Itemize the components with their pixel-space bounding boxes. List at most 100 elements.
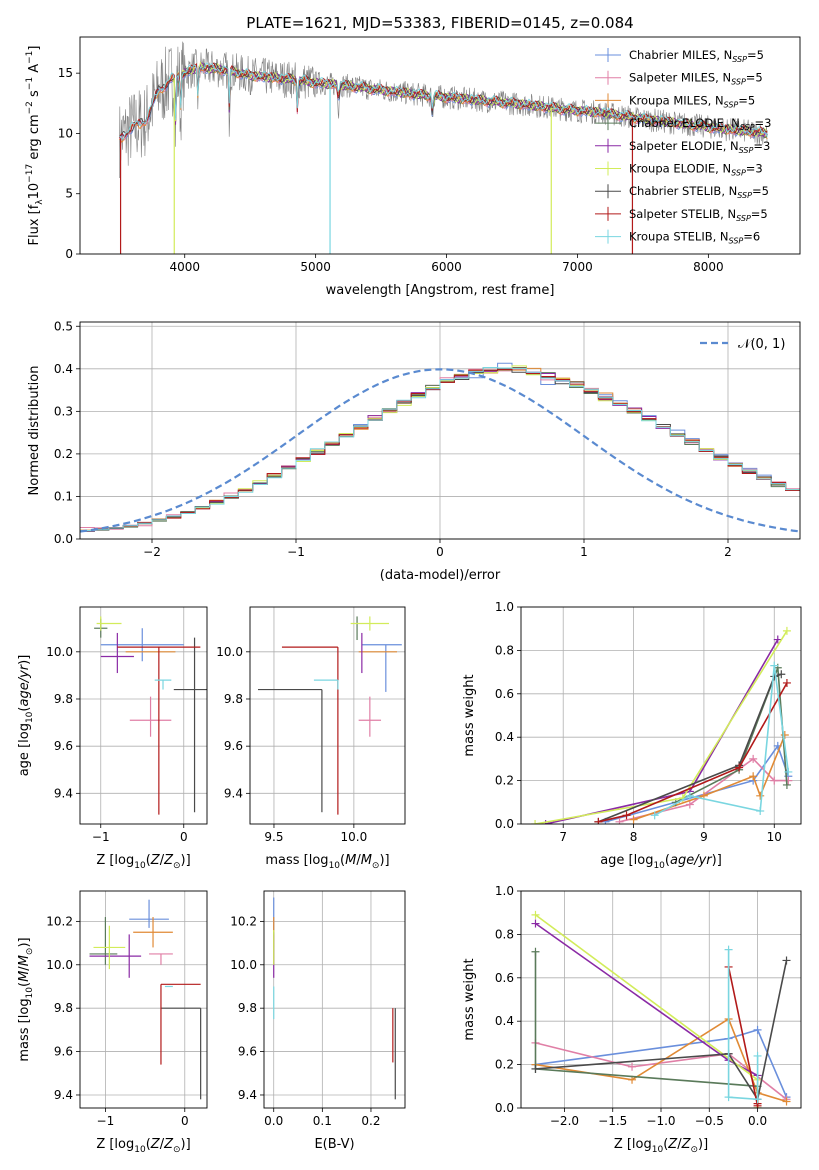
y-tick-label: 1.0 — [495, 884, 514, 898]
figure-title: PLATE=1621, MJD=53383, FIBERID=0145, z=0… — [246, 14, 633, 32]
age-vs-mass-axes: 9.5 10.0 9.4 9.6 9.8 10.0 — [216, 607, 405, 844]
weight-point — [724, 945, 733, 954]
y-tick-label: 0.2 — [495, 774, 514, 788]
errorbar-salpeter-stelib — [281, 646, 339, 815]
x-tick-label: 2 — [724, 545, 732, 559]
x-tick-label: 0 — [181, 1114, 189, 1128]
weight-point — [782, 678, 791, 687]
weight-line-salpeter-elodie — [535, 922, 758, 1077]
x-tick-label: 6000 — [431, 260, 462, 274]
x-tick-label: 0.0 — [748, 1114, 767, 1128]
y-tick-label: 9.8 — [54, 1001, 73, 1015]
spectrum-marks — [118, 41, 768, 254]
weight-point — [594, 817, 603, 824]
y-tick-label: 9.6 — [54, 1045, 73, 1059]
errorbar-kroupa-elodie — [96, 616, 122, 631]
hist-kroupa-stelib — [80, 367, 800, 531]
massweight-vs-Z-marks — [531, 910, 791, 1108]
weight-point — [753, 1051, 762, 1060]
weight-line-chabrier-stelib — [535, 960, 788, 1102]
mass-vs-Z-ylabel: mass [log10(M/M⊙)] — [17, 937, 35, 1061]
weight-point — [622, 811, 631, 820]
weight-point — [782, 956, 791, 965]
weight-point — [531, 919, 540, 928]
y-tick-label: 0.8 — [495, 643, 514, 657]
errorbar-salpeter-elodie — [100, 632, 134, 674]
massweight-vs-Z-frame — [520, 890, 802, 1109]
x-tick-label: 0.0 — [264, 1114, 283, 1128]
x-tick-label: −2 — [143, 545, 161, 559]
y-tick-label: 10.2 — [46, 914, 73, 928]
weight-point — [784, 767, 793, 776]
y-tick-label: 1.0 — [495, 600, 514, 614]
y-tick-label: 10.0 — [230, 958, 257, 972]
weight-point — [735, 763, 744, 772]
y-tick-label: 0.0 — [54, 532, 73, 546]
x-tick-label: 9.5 — [264, 830, 283, 844]
hist-salpeter-elodie — [80, 367, 800, 532]
weight-point — [685, 791, 694, 800]
y-tick-label: 9.8 — [238, 1001, 257, 1015]
errorbar-chabrier-miles — [129, 899, 169, 928]
mass-vs-Z-marks — [89, 899, 202, 1100]
weight-line-kroupa-elodie — [534, 630, 788, 824]
weight-point — [773, 635, 782, 644]
weight-point — [650, 811, 659, 820]
weight-line-kroupa-elodie — [535, 914, 759, 1108]
y-tick-label: 0.8 — [495, 927, 514, 941]
errorbar-kroupa-miles — [133, 917, 173, 948]
y-tick-label: 10 — [58, 126, 73, 140]
weight-point — [749, 754, 758, 763]
y-tick-label: 10.0 — [46, 645, 73, 659]
x-tick-label: 4000 — [169, 260, 200, 274]
y-tick-label: 0.4 — [54, 362, 73, 376]
y-tick-label: 9.6 — [238, 1045, 257, 1059]
weight-point — [777, 670, 786, 679]
y-tick-label: 0.6 — [495, 687, 514, 701]
y-tick-label: 0.0 — [495, 817, 514, 831]
x-tick-label: 0 — [180, 830, 188, 844]
legend-label: Chabrier STELIB, NSSP=5 — [629, 184, 769, 200]
x-tick-label: −0.5 — [695, 1114, 724, 1128]
mass-vs-EBV-axes: 0.0 0.1 0.2 9.4 9.6 9.8 10.0 10.2 — [230, 891, 405, 1128]
age-vs-mass-marks — [257, 616, 402, 815]
age-vs-Z-marks — [94, 616, 207, 815]
weight-point — [782, 780, 791, 789]
errorbar-chabrier-miles — [100, 628, 184, 662]
residuals-marks — [80, 362, 800, 533]
y-tick-label: 0.4 — [495, 1014, 514, 1028]
model-line-kroupa-stelib — [119, 62, 768, 140]
weight-point — [784, 776, 793, 785]
legend-label: Salpeter STELIB, NSSP=5 — [629, 207, 768, 223]
x-tick-label: 10 — [767, 830, 782, 844]
weight-point — [531, 947, 540, 956]
errorbar-kroupa-elodie — [93, 925, 126, 970]
errorbar-salpeter-stelib — [117, 646, 201, 815]
model-line-chabrier-elodie — [171, 62, 768, 139]
y-tick-label: 0.0 — [495, 1101, 514, 1115]
x-tick-label: 0 — [436, 545, 444, 559]
errorbar-chabrier-stelib — [173, 637, 207, 813]
errorbar-kroupa-stelib — [313, 679, 339, 690]
y-tick-label: 0.2 — [54, 447, 73, 461]
x-tick-label: −2.0 — [550, 1114, 579, 1128]
y-tick-label: 0.5 — [54, 319, 73, 333]
weight-point — [531, 1064, 540, 1073]
x-tick-label: −1.5 — [598, 1114, 627, 1128]
legend-label: Kroupa ELODIE, NSSP=3 — [629, 162, 763, 178]
weight-point — [782, 626, 791, 635]
x-tick-label: 1 — [580, 545, 588, 559]
y-tick-label: 5 — [65, 187, 73, 201]
x-tick-label: 7000 — [562, 260, 593, 274]
spectrum-axes: 4000 5000 6000 7000 8000 0 5 10 15 — [58, 66, 724, 274]
spectrum-xlabel: wavelength [Angstrom, rest frame] — [326, 283, 555, 298]
y-tick-label: 0.2 — [495, 1058, 514, 1072]
y-tick-label: 0.4 — [495, 730, 514, 744]
errorbar-salpeter-elodie — [89, 934, 142, 978]
y-tick-label: 10.2 — [230, 914, 257, 928]
weight-point — [753, 1025, 762, 1034]
y-tick-label: 9.6 — [54, 739, 73, 753]
spectrum-frame — [79, 36, 801, 255]
legend-label: Chabrier ELODIE, NSSP=3 — [629, 116, 771, 132]
